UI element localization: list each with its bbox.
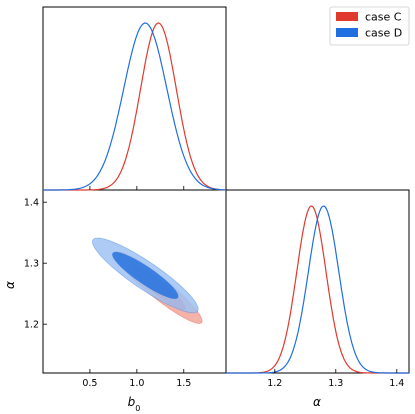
legend-swatch-case-d: [336, 28, 358, 37]
tick-label-alpha-x: 1.3: [328, 378, 343, 389]
tick-label-b0: 1.5: [176, 378, 191, 389]
x-axis-label-b0: b0: [128, 395, 141, 413]
marginal-alpha-case-c: [226, 205, 409, 374]
marginal-b0-case-c: [43, 22, 227, 191]
y-axis-label-alpha: α: [3, 281, 17, 289]
tick-label-alpha-y: 1.2: [24, 320, 39, 331]
tick-label-alpha-y: 1.4: [24, 198, 39, 209]
legend-swatch-case-c: [336, 12, 358, 21]
contour-68-case-d: [112, 251, 179, 299]
legend-label-case-d: case D: [365, 27, 402, 40]
marginal-b0-case-d: [43, 22, 226, 191]
axis-ticks: 0.5 1.0 1.5 1.2 1.3 1.4 1.2 1.3 1.4: [24, 186, 404, 389]
marginal-alpha-case-d: [226, 205, 409, 374]
tick-label-b0: 1.0: [129, 378, 144, 389]
b0-marginal-panel: [42, 6, 227, 191]
joint-contours: [91, 237, 203, 324]
tick-label-alpha-x: 1.2: [267, 378, 282, 389]
tick-label-alpha-x: 1.4: [389, 378, 404, 389]
marginal-curves: [43, 22, 409, 374]
tick-label-b0: 0.5: [82, 378, 97, 389]
alpha-marginal-panel: [225, 189, 410, 374]
legend: case C case D: [329, 6, 410, 46]
x-axis-label-alpha: α: [313, 395, 321, 409]
tick-label-alpha-y: 1.3: [24, 259, 39, 270]
legend-label-case-c: case C: [365, 11, 402, 24]
